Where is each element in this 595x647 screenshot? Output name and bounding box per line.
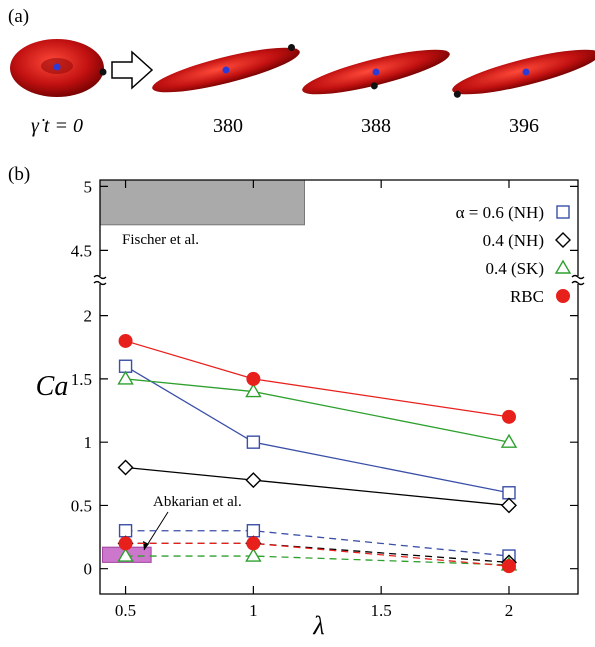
- legend-marker: [557, 290, 570, 303]
- cell: [449, 41, 595, 103]
- y-tick-label: 2: [84, 307, 93, 326]
- legend-label: RBC: [510, 287, 544, 306]
- y-tick-label: 0: [84, 560, 93, 579]
- y-tick-label: 5: [84, 177, 93, 196]
- x-tick-label: 1.5: [371, 601, 392, 620]
- cell: [299, 41, 454, 106]
- x-tick-label: 0.5: [115, 601, 136, 620]
- marker: [119, 372, 133, 384]
- y-tick-label: 0.5: [71, 496, 92, 515]
- legend-marker: [557, 206, 569, 218]
- region: [100, 180, 304, 225]
- marker: [246, 549, 260, 561]
- caption: γ̇ t = 0: [31, 115, 83, 137]
- x-axis-label: λ: [312, 611, 324, 640]
- series-line: [126, 341, 509, 417]
- legend-label: α = 0.6 (NH): [456, 203, 544, 222]
- marker: [247, 525, 259, 537]
- marker: [503, 487, 515, 499]
- marker: [246, 473, 260, 487]
- marker: [502, 410, 515, 423]
- cell: [149, 39, 303, 101]
- axis-break: [94, 276, 106, 285]
- arrow: [112, 52, 152, 88]
- legend-label: 0.4 (NH): [483, 231, 544, 250]
- marker: [247, 372, 260, 385]
- marker: [502, 560, 515, 573]
- panel-label: (b): [8, 164, 30, 185]
- x-tick-label: 1: [249, 601, 258, 620]
- legend-label: 0.4 (SK): [485, 259, 544, 278]
- y-axis-label: Ca: [36, 371, 69, 402]
- legend-marker: [556, 261, 570, 273]
- marker: [502, 498, 516, 512]
- series-line-dashed: [126, 543, 509, 562]
- series-line-dashed: [126, 531, 509, 556]
- legend-marker: [556, 233, 570, 247]
- axis-break: [572, 276, 584, 285]
- annotation: Abkarian et al.: [153, 494, 242, 510]
- cell: [10, 39, 107, 97]
- y-tick-label: 1: [84, 433, 93, 452]
- marker: [120, 525, 132, 537]
- panel-label: (a): [8, 6, 29, 27]
- caption: 380: [213, 115, 243, 137]
- marker: [120, 360, 132, 372]
- marker: [119, 460, 133, 474]
- marker: [247, 537, 260, 550]
- annotation: Fischer et al.: [122, 232, 199, 248]
- marker: [119, 334, 132, 347]
- figure: (a) γ̇ t = 0 380 388 396 (b) Fischer et …: [0, 0, 595, 642]
- marker: [247, 436, 259, 448]
- x-tick-label: 2: [505, 601, 514, 620]
- caption: 396: [509, 115, 539, 137]
- y-tick-label: 1.5: [71, 370, 92, 389]
- y-tick-label: 4.5: [71, 241, 92, 260]
- marker: [119, 537, 132, 550]
- caption: 388: [361, 115, 391, 137]
